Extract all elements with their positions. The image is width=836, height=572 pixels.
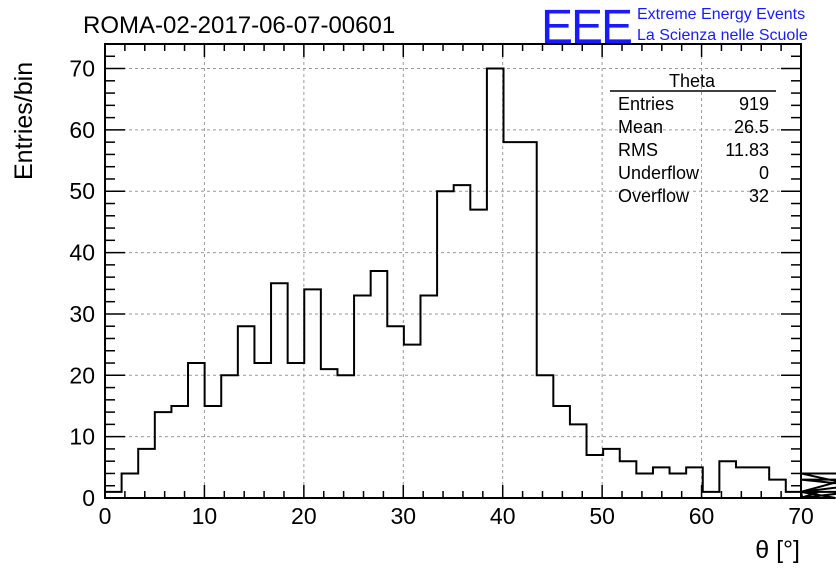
x-tick-label: 70 bbox=[788, 503, 814, 529]
histogram-bin bbox=[587, 455, 604, 498]
x-tick-label: 20 bbox=[291, 503, 317, 529]
plot-frame bbox=[104, 43, 802, 499]
histogram-bin bbox=[437, 191, 454, 498]
histogram-bin bbox=[354, 296, 371, 498]
histogram-bin bbox=[171, 406, 188, 498]
logo-line-2: La Scienza nelle Scuole bbox=[637, 27, 808, 44]
histogram-bin bbox=[603, 449, 620, 498]
histogram-bin bbox=[321, 369, 338, 498]
histogram-bin bbox=[304, 289, 321, 498]
stats-value: 11.83 bbox=[725, 140, 769, 160]
histogram-bin bbox=[420, 296, 437, 498]
x-tick-label: 50 bbox=[589, 503, 615, 529]
histogram-bars bbox=[105, 69, 801, 498]
y-tick-label: 60 bbox=[69, 117, 95, 143]
y-tick-label: 10 bbox=[69, 424, 95, 450]
stats-value: 0 bbox=[759, 163, 769, 183]
histogram-bin bbox=[288, 363, 305, 498]
x-tick-label: 10 bbox=[192, 503, 218, 529]
stats-label: RMS bbox=[618, 140, 658, 160]
histogram-bin bbox=[686, 467, 703, 498]
y-tick-label: 30 bbox=[69, 301, 95, 327]
logo-line-1: Extreme Energy Events bbox=[637, 6, 805, 23]
histogram-bin bbox=[138, 449, 155, 498]
histogram-bin bbox=[271, 283, 288, 498]
x-tick-label: 30 bbox=[390, 503, 416, 529]
histogram-bin bbox=[155, 412, 172, 498]
y-tick-label: 0 bbox=[82, 485, 95, 511]
stats-value: 32 bbox=[749, 186, 769, 206]
stats-box: Theta Entries 919 Mean 26.5 RMS 11.83 Underflo… bbox=[610, 71, 776, 206]
histogram-bin bbox=[520, 142, 537, 498]
histogram-bin bbox=[769, 480, 786, 498]
x-axis-label: θ [°] bbox=[755, 536, 800, 564]
y-tick-label: 20 bbox=[69, 362, 95, 388]
histogram-bin bbox=[454, 185, 471, 498]
y-tick-label: 50 bbox=[69, 178, 95, 204]
stats-label: Overflow bbox=[618, 186, 690, 206]
y-axis-label: Entries/bin bbox=[10, 62, 38, 180]
x-tick-labels: 0 10 20 30 40 50 60 70 bbox=[99, 503, 814, 529]
eee-logo: EEE Extreme Energy Events La Scienza nel… bbox=[541, 1, 808, 54]
histogram-bin bbox=[404, 345, 421, 498]
stats-label: Underflow bbox=[618, 163, 700, 183]
y-tick-labels: 0 10 20 30 40 50 60 70 bbox=[69, 56, 95, 511]
histogram-bin bbox=[221, 375, 238, 498]
stats-label: Mean bbox=[618, 117, 663, 137]
stats-value: 919 bbox=[739, 94, 769, 114]
histogram-outline bbox=[104, 67, 836, 499]
histogram-bin bbox=[570, 424, 587, 498]
histogram-bin bbox=[371, 271, 388, 498]
histogram-bin bbox=[553, 406, 570, 498]
histogram-bin bbox=[504, 142, 521, 498]
histogram-bin bbox=[238, 326, 255, 498]
histogram-bin bbox=[254, 363, 271, 498]
stats-value: 26.5 bbox=[734, 117, 769, 137]
stats-rows: Entries 919 Mean 26.5 RMS 11.83 Underflow 0 Over… bbox=[618, 94, 769, 206]
stats-title: Theta bbox=[669, 71, 716, 91]
histogram-bin bbox=[487, 69, 504, 498]
y-tick-label: 40 bbox=[69, 240, 95, 266]
stats-label: Entries bbox=[618, 94, 674, 114]
x-tick-label: 60 bbox=[689, 503, 715, 529]
y-tick-label: 70 bbox=[69, 56, 95, 82]
grid-lines bbox=[105, 44, 801, 498]
x-tick-label: 40 bbox=[490, 503, 516, 529]
histogram-bin bbox=[188, 363, 205, 498]
histogram-bin bbox=[387, 326, 404, 498]
histogram-bin bbox=[670, 473, 687, 498]
x-tick-label: 0 bbox=[99, 503, 112, 529]
axis-ticks bbox=[104, 43, 802, 499]
histogram-bin bbox=[636, 473, 653, 498]
histogram-bin bbox=[205, 406, 222, 498]
chart-title: ROMA-02-2017-06-07-00601 bbox=[83, 12, 395, 39]
histogram-bin bbox=[736, 467, 753, 498]
histogram-bin bbox=[122, 473, 139, 498]
logo-mark: EEE bbox=[541, 1, 631, 54]
